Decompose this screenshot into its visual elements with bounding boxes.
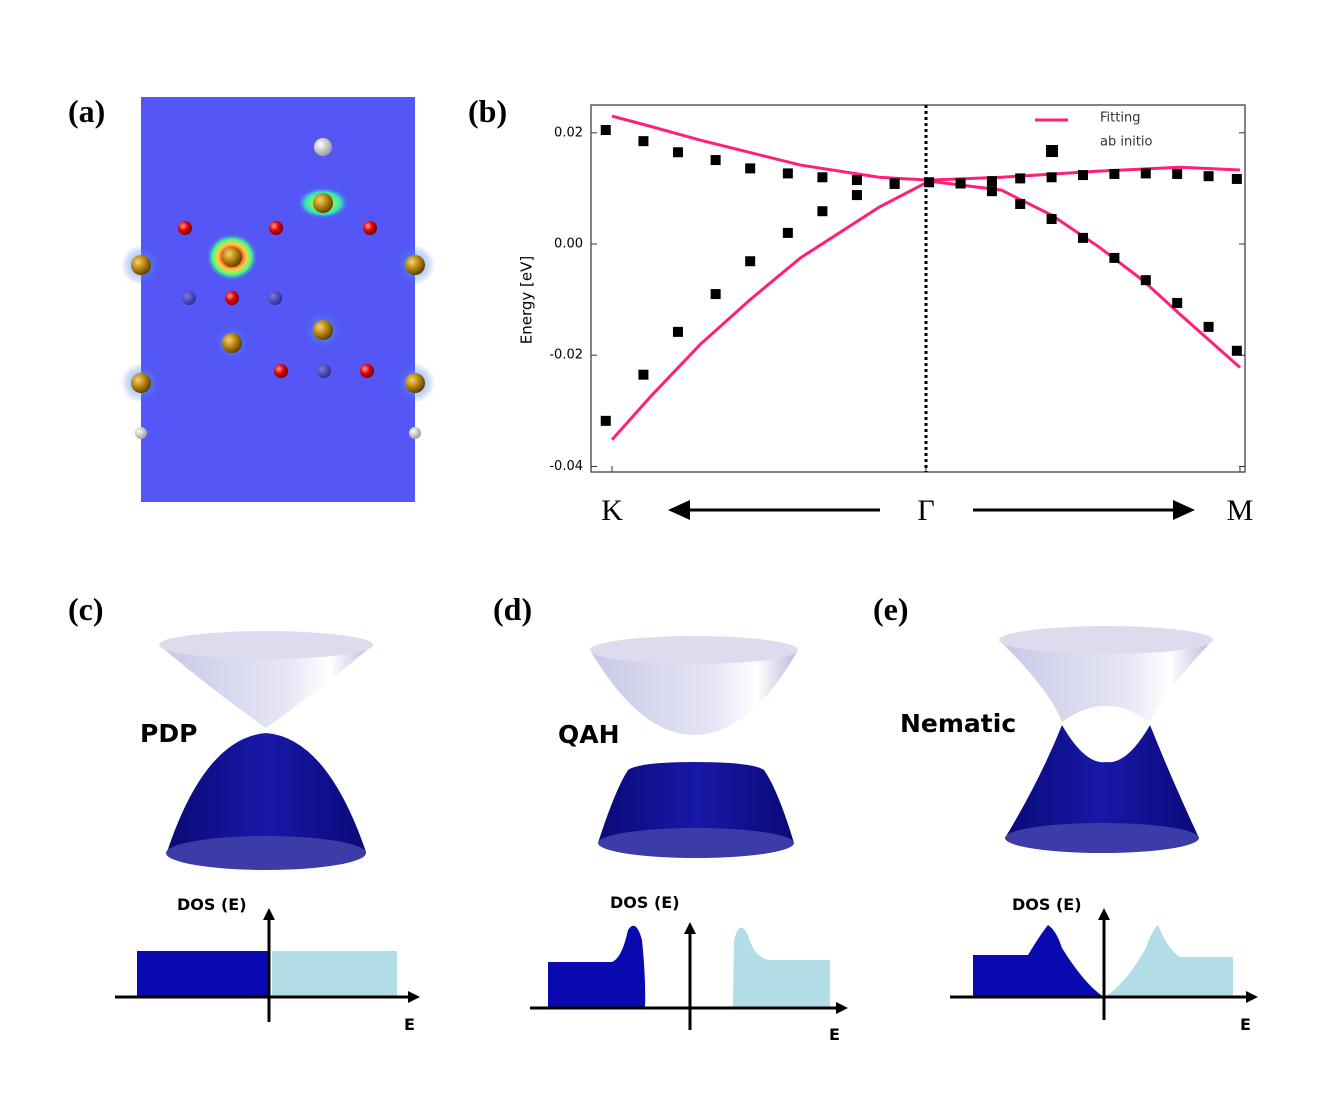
- data-point: [782, 227, 793, 238]
- data-point: [986, 176, 997, 187]
- panel-label: (c): [68, 591, 104, 627]
- data-point: [889, 178, 900, 189]
- panel-label: (e): [873, 591, 909, 627]
- data-point: [1077, 232, 1088, 243]
- band-plot: 0.02 0.00 -0.02 -0.04 K Γ M Fitting ab initio: [549, 105, 1253, 527]
- dos-diagram: [115, 908, 420, 1022]
- dos-label: DOS (E): [1012, 895, 1082, 914]
- data-point: [817, 172, 828, 183]
- panel-label: (a): [68, 93, 105, 129]
- energy-label: E: [1240, 1015, 1251, 1034]
- y-tick-label: 0.00: [554, 237, 583, 252]
- data-point: [745, 256, 756, 267]
- data-point: [1231, 173, 1242, 184]
- data-point: [600, 415, 611, 426]
- x-tick-label: M: [1227, 494, 1254, 527]
- data-point: [600, 125, 611, 136]
- legend-label: ab initio: [1100, 135, 1153, 150]
- plot-frame: [590, 104, 1246, 473]
- phase-label: PDP: [140, 719, 197, 748]
- data-point: [924, 177, 935, 188]
- dos-label: DOS (E): [610, 893, 680, 912]
- y-axis-label: Energy [eV]: [518, 256, 536, 344]
- data-point: [782, 168, 793, 179]
- x-tick-label: Γ: [917, 494, 934, 527]
- legend-label: Fitting: [1100, 111, 1140, 126]
- phase-label: Nematic: [900, 709, 1016, 738]
- energy-label: E: [829, 1025, 840, 1044]
- data-point: [1140, 168, 1151, 179]
- data-point: [955, 178, 966, 189]
- data-point: [745, 163, 756, 174]
- data-point: [672, 147, 683, 158]
- x-tick-label: K: [601, 494, 623, 527]
- data-point: [851, 190, 862, 201]
- data-point: [638, 369, 649, 380]
- band-cones: [159, 631, 373, 870]
- data-point: [672, 326, 683, 337]
- y-tick-label: -0.04: [549, 459, 583, 474]
- y-tick-label: 0.02: [554, 125, 583, 140]
- y-tick-label: -0.02: [549, 348, 583, 363]
- data-point: [1015, 198, 1026, 209]
- phase-label: QAH: [558, 720, 620, 749]
- legend-swatch: [1046, 145, 1058, 157]
- fit-line: [611, 114, 1241, 182]
- charge-density-map: [121, 97, 435, 502]
- data-point: [1109, 168, 1120, 179]
- panel-label: (d): [493, 591, 532, 627]
- data-point: [1140, 275, 1151, 286]
- data-point: [710, 155, 721, 166]
- path-arrows: [668, 500, 1195, 520]
- data-point: [1172, 297, 1183, 308]
- data-point: [1172, 168, 1183, 179]
- data-point: [1046, 213, 1057, 224]
- dos-diagram: [530, 922, 848, 1030]
- data-point: [817, 206, 828, 217]
- data-point: [638, 136, 649, 147]
- panel-label: (b): [468, 93, 507, 129]
- data-point: [1231, 345, 1242, 356]
- band-cones: [590, 636, 798, 858]
- data-point: [1046, 172, 1057, 183]
- dos-label: DOS (E): [177, 895, 247, 914]
- data-point: [1203, 171, 1214, 182]
- data-point: [710, 289, 721, 300]
- data-point: [851, 175, 862, 186]
- band-cones: [999, 626, 1213, 853]
- dos-diagram: [950, 908, 1258, 1020]
- data-point: [1077, 170, 1088, 181]
- energy-label: E: [404, 1015, 415, 1034]
- data-point: [1015, 173, 1026, 184]
- data-point: [1203, 321, 1214, 332]
- data-point: [1109, 252, 1120, 263]
- data-point: [986, 186, 997, 197]
